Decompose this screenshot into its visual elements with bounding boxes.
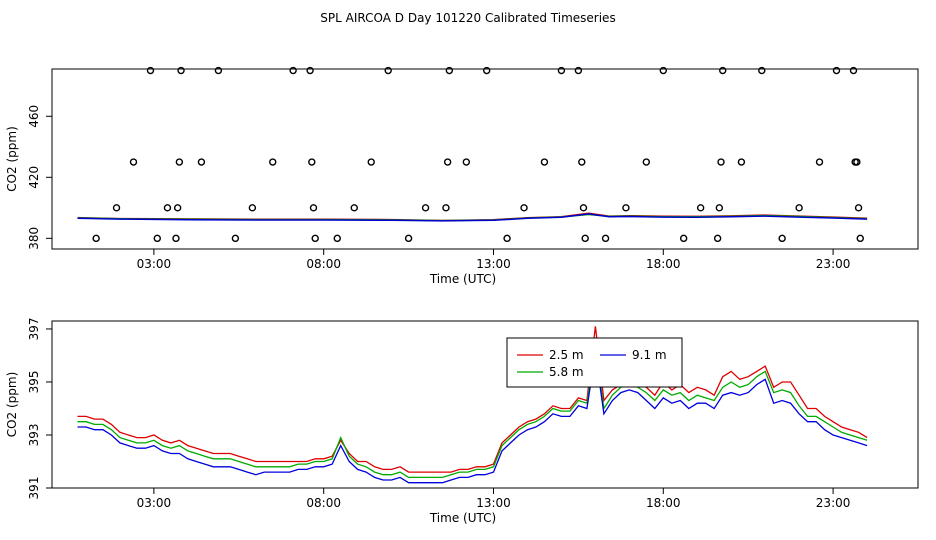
data-point	[579, 204, 588, 212]
data-point	[175, 158, 184, 166]
panel-1-scatter: 03:00 08:00 13:00 18:00 23:00 380 420 460 Time (…	[5, 66, 919, 286]
data-point	[482, 66, 491, 75]
data-point	[231, 234, 240, 243]
data-point	[421, 204, 430, 212]
plot-frame	[51, 320, 919, 489]
y-tick-label: 380	[27, 227, 41, 250]
y-tick-label: 460	[27, 105, 41, 128]
y-axis-label: CO2 (ppm)	[5, 372, 19, 438]
data-point	[581, 234, 589, 243]
y-tick-label: 420	[27, 166, 41, 189]
x-tick-label: 03:00	[137, 257, 172, 271]
data-point	[309, 204, 318, 212]
data-point	[333, 234, 341, 243]
data-point	[146, 66, 155, 75]
x-tick-label: 08:00	[306, 496, 341, 510]
data-point	[443, 158, 452, 166]
data-point	[737, 158, 746, 166]
data-point	[601, 234, 610, 243]
data-point	[129, 158, 138, 166]
data-point	[177, 66, 185, 75]
plot-frame	[51, 68, 919, 250]
data-point	[713, 234, 722, 243]
data-point	[540, 158, 549, 166]
x-tick-label: 08:00	[306, 257, 341, 271]
panel-2-timeseries: 03:00 08:00 13:00 18:00 23:00 391 393 395 397 Tim…	[5, 317, 919, 525]
data-point	[574, 66, 583, 75]
data-point	[815, 158, 824, 166]
data-point	[503, 234, 511, 243]
data-point	[163, 204, 172, 212]
data-point	[92, 234, 100, 243]
series-line	[77, 347, 868, 479]
data-point	[849, 66, 858, 75]
y-tick-label: 393	[27, 424, 41, 447]
data-point	[758, 66, 766, 75]
data-point	[832, 66, 841, 75]
x-axis-label: Time (UTC)	[429, 272, 496, 286]
data-point	[172, 234, 180, 243]
data-point	[520, 204, 528, 212]
data-point	[795, 204, 803, 212]
y-tick-label: 395	[27, 371, 41, 394]
data-point	[367, 158, 375, 166]
x-tick-label: 13:00	[476, 257, 511, 271]
data-point	[679, 234, 688, 243]
data-point	[306, 66, 314, 75]
data-point	[462, 158, 471, 166]
x-tick-label: 18:00	[646, 257, 681, 271]
data-point	[856, 234, 864, 243]
data-point	[778, 234, 786, 243]
data-point	[384, 66, 392, 75]
x-tick-label: 23:00	[816, 257, 851, 271]
y-axis-label: CO2 (ppm)	[5, 126, 19, 192]
data-point	[445, 66, 454, 75]
data-point	[153, 234, 161, 243]
data-point	[404, 234, 413, 243]
legend-label: 5.8 m	[549, 365, 584, 379]
data-point	[622, 204, 630, 212]
data-point	[557, 66, 566, 75]
x-tick-label: 03:00	[137, 496, 172, 510]
data-point	[442, 204, 450, 212]
data-point	[642, 158, 651, 166]
data-point	[717, 158, 725, 166]
series-line	[77, 326, 868, 473]
legend-box	[506, 337, 683, 388]
data-point	[350, 204, 358, 212]
data-point	[289, 66, 297, 75]
legend: 2.5 m 5.8 m 9.1 m	[506, 337, 683, 388]
x-tick-label: 18:00	[646, 496, 681, 510]
data-point	[173, 204, 182, 212]
data-point	[269, 158, 277, 166]
legend-label: 9.1 m	[632, 348, 667, 362]
data-point	[248, 204, 257, 212]
data-point	[659, 66, 667, 75]
data-point	[311, 234, 319, 243]
series-line	[77, 213, 868, 222]
data-point	[214, 66, 223, 75]
data-point	[308, 158, 316, 166]
x-axis-label: Time (UTC)	[429, 511, 496, 525]
data-point	[719, 66, 727, 75]
figure-title: SPL AIRCOA D Day 101220 Calibrated Times…	[320, 11, 615, 25]
x-tick-label: 23:00	[816, 496, 851, 510]
series-line	[77, 352, 868, 484]
x-tick-label: 13:00	[476, 496, 511, 510]
data-point	[853, 158, 861, 166]
data-point	[715, 204, 724, 212]
y-tick-label: 397	[27, 317, 41, 340]
data-point	[696, 204, 705, 212]
data-point	[578, 158, 586, 166]
data-point	[854, 204, 863, 212]
data-point	[112, 204, 121, 212]
legend-label: 2.5 m	[549, 348, 584, 362]
y-tick-label: 391	[27, 477, 41, 500]
data-point	[197, 158, 206, 166]
